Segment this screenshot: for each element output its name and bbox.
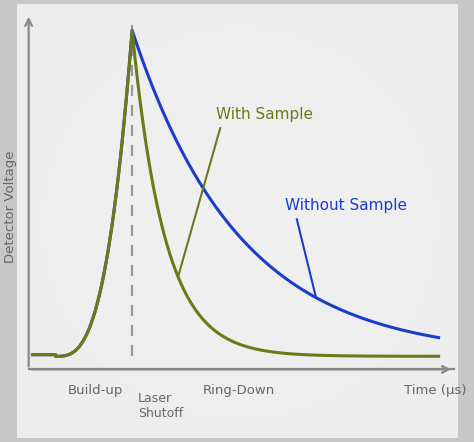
Text: Ring-Down: Ring-Down [203,384,275,397]
Text: Detector Voltage: Detector Voltage [4,150,17,263]
Text: Time (μs): Time (μs) [403,384,466,397]
Text: With Sample: With Sample [217,107,313,122]
Text: Without Sample: Without Sample [285,198,407,213]
Text: Laser
Shutoff: Laser Shutoff [138,392,183,420]
Text: Build-up: Build-up [68,384,123,397]
